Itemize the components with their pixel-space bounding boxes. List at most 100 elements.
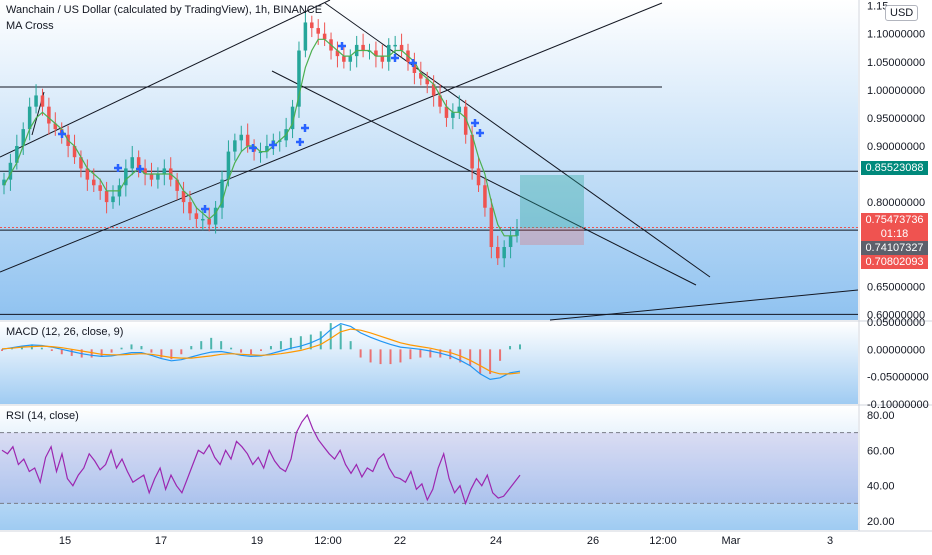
candle-body [419,72,423,79]
chart-title: Wanchain / US Dollar (calculated by Trad… [6,4,323,16]
candle-body [297,50,301,107]
macd-title: MACD (12, 26, close, 9) [6,326,124,338]
macd-histogram-bar [170,349,173,360]
rsi-line [1,413,521,506]
ma-cross-marker [338,42,346,50]
rsi-tick-label: 20.00 [867,516,895,528]
price-tick-label: 1.00000000 [867,85,925,97]
candle-body [258,151,263,154]
candle-body [399,44,404,51]
macd-histogram-bar [379,349,382,365]
time-tick-label: 3 [827,535,833,547]
candle-body [136,157,141,169]
price-pane-bg [0,0,858,320]
candle-body [175,179,179,191]
candle-body [162,168,167,175]
ticker-price-tag: 0.85523088 [861,161,928,175]
candle-body [463,106,468,135]
candle-body [239,134,244,141]
macd-histogram-bar [409,349,412,360]
indicator-label: MA Cross [6,20,54,32]
rsi-title: RSI (14, close) [6,410,79,422]
last-price-tag: 0.75473736 [861,213,928,227]
macd-histogram-bar [240,349,243,353]
ma-cross-marker [391,54,399,62]
candle-body [361,44,365,51]
macd-histogram-bar [40,347,43,350]
time-tick-label: 24 [490,535,502,547]
ma-cross-marker [269,141,277,149]
candle-body [15,145,19,163]
candle-body [322,33,327,40]
time-tick-label: 12:00 [314,535,342,547]
macd-histogram-bar [200,341,203,350]
candle-body [47,106,51,124]
candle-body [335,50,340,57]
macd-histogram-bar [289,337,292,350]
macd-histogram-bar [180,349,183,355]
macd-tick-label: 0.00000000 [867,344,925,356]
currency-button[interactable]: USD [885,5,919,21]
stop-price-tag: 0.70802093 [861,255,928,269]
macd-histogram-bar [140,346,143,350]
time-tick-label: 26 [587,535,599,547]
candle-body [72,145,77,158]
trend-line [271,70,697,286]
candle-body [130,157,135,169]
candle-body [508,235,513,248]
signal-line [1,328,521,375]
macd-histogram-bar [220,341,223,350]
macd-histogram-bar [260,349,262,351]
price-tick-label: 1.05000000 [867,57,925,69]
macd-histogram-bar [190,346,193,350]
candle-body [495,247,500,259]
countdown-tag: 01:18 [861,227,928,241]
time-tick-label: 15 [59,535,71,547]
candle-body [457,106,462,113]
macd-histogram-bar [519,344,521,350]
candle-body [104,190,109,203]
price-tick-label: 1.15 [867,1,888,13]
candle-body [98,185,102,191]
candle-body [476,168,481,186]
candle-body [201,218,205,221]
macd-histogram-bar [359,349,362,358]
candle-body [245,134,250,146]
ma-cross-marker [249,144,257,152]
macd-histogram-bar [469,349,472,366]
candle-body [226,151,231,180]
macd-histogram-bar [1,349,3,351]
time-tick-label: Mar [722,535,741,547]
price-tick-label: 0.60000000 [867,309,925,321]
candle-body [290,106,295,130]
macd-histogram-bar [50,349,53,351]
candle-body [92,179,96,186]
macd-histogram-bar [299,336,302,350]
macd-histogram-bar [349,341,352,350]
trend-line [549,289,859,321]
candle-body [316,28,320,34]
candle-body [213,207,218,225]
macd-histogram-bar [449,349,452,360]
macd-histogram-bar [250,349,253,355]
candle-body [303,22,308,51]
candle-body [515,230,519,236]
candle-body [181,190,186,203]
macd-histogram-bar [160,349,163,358]
macd-histogram-bar [210,337,213,350]
candle-body [374,50,378,57]
ma-cross-marker [58,130,66,138]
price-tick-label: 0.65000000 [867,281,925,293]
candle-body [2,179,6,186]
price-tick-label: 0.90000000 [867,141,925,153]
candle-body [156,174,160,180]
candle-body [233,140,237,152]
price-tick-label: 0.80000000 [867,197,925,209]
macd-histogram-bar [230,347,233,350]
candle-body [188,202,192,214]
price-tick-label: 1.10000000 [867,29,925,41]
rsi-tick-label: 80.00 [867,410,895,422]
time-tick-label: 19 [251,535,263,547]
candle-body [348,56,353,62]
